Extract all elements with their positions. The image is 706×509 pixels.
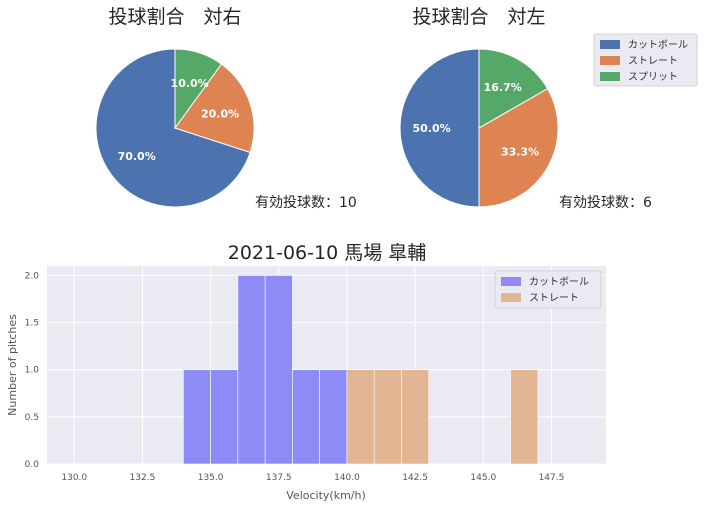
pie-right-slice-0 xyxy=(95,48,251,208)
x-tick-label: 137.5 xyxy=(266,473,292,483)
x-tick-label: 135.0 xyxy=(198,473,224,483)
bar-straight xyxy=(510,369,539,465)
pie-right-slice-label-0: 70.0% xyxy=(118,150,156,163)
pie-right-slice-label-1: 20.0% xyxy=(201,107,239,120)
histogram-x-ticks: 130.0 132.5 135.0 137.5 140.0 142.5 145.0 147.5 xyxy=(61,473,564,483)
pie-left-slice-1 xyxy=(478,87,559,208)
histogram-title: 2021-06-10 馬場 皐輔 xyxy=(228,242,427,264)
pie-right-slice-1 xyxy=(174,63,255,154)
pie-chart-vs-right: 70.0% 20.0% 10.0% xyxy=(95,48,255,208)
y-tick-label: 0.0 xyxy=(25,460,40,470)
legend-swatch-straight xyxy=(600,56,620,65)
bar-cutter xyxy=(183,369,211,465)
legend-label-cutter: カットボール xyxy=(628,39,688,51)
pie-left-slice-2 xyxy=(478,48,549,129)
pie-left-slice-label-0: 50.0% xyxy=(413,122,451,135)
legend-swatch-cutter xyxy=(600,40,620,49)
pie-left-slice-label-2: 16.7% xyxy=(484,81,522,94)
bar-cutter xyxy=(292,369,320,465)
y-tick-label: 2.0 xyxy=(25,271,40,281)
x-tick-label: 145.0 xyxy=(470,473,496,483)
pie-right-slice-2 xyxy=(174,48,223,130)
pie-left-slice-label-1: 33.3% xyxy=(501,146,539,159)
pie-right-title: 投球割合 対右 xyxy=(108,6,241,28)
pie-legend: カットボール ストレート スプリット xyxy=(593,33,698,87)
pie-right-slice-label-2: 10.0% xyxy=(171,77,209,90)
y-tick-label: 0.5 xyxy=(25,413,39,423)
pie-left-title: 投球割合 対左 xyxy=(412,6,545,28)
legend-swatch-straight-hist xyxy=(501,293,521,302)
histogram-bars xyxy=(183,275,539,465)
bar-straight xyxy=(401,369,430,465)
pie-chart-vs-left: 50.0% 33.3% 16.7% xyxy=(399,48,559,208)
histogram-y-axis-label: Number of pitches xyxy=(6,314,19,416)
histogram-x-axis-label: Velocity(km/h) xyxy=(286,489,366,502)
pie-right-pitch-count: 有効投球数：10 xyxy=(255,195,357,211)
x-tick-label: 140.0 xyxy=(334,473,360,483)
bar-straight xyxy=(373,369,402,465)
x-tick-label: 147.5 xyxy=(539,473,565,483)
x-tick-label: 130.0 xyxy=(61,473,87,483)
y-tick-label: 1.5 xyxy=(25,319,39,329)
x-tick-label: 142.5 xyxy=(402,473,428,483)
y-tick-label: 1.0 xyxy=(25,366,40,376)
legend-swatch-cutter-hist xyxy=(501,277,521,286)
bar-cutter xyxy=(264,275,293,465)
bar-cutter xyxy=(237,275,266,465)
legend-swatch-split xyxy=(600,72,620,81)
legend-label-split: スプリット xyxy=(628,71,678,83)
legend-label-straight-hist: ストレート xyxy=(529,293,579,304)
histogram-y-ticks: 0.0 0.5 1.0 1.5 2.0 xyxy=(25,271,40,470)
bar-cutter xyxy=(210,369,239,465)
legend-label-straight: ストレート xyxy=(628,56,678,67)
pie-left-slice-0 xyxy=(399,48,480,208)
pie-left-pitch-count: 有効投球数：6 xyxy=(559,195,652,211)
legend-label-cutter-hist: カットボール xyxy=(529,276,589,288)
bar-cutter xyxy=(319,369,348,465)
histogram-legend: カットボール ストレート xyxy=(494,270,602,309)
bar-straight xyxy=(346,369,375,465)
x-tick-label: 132.5 xyxy=(130,473,156,483)
